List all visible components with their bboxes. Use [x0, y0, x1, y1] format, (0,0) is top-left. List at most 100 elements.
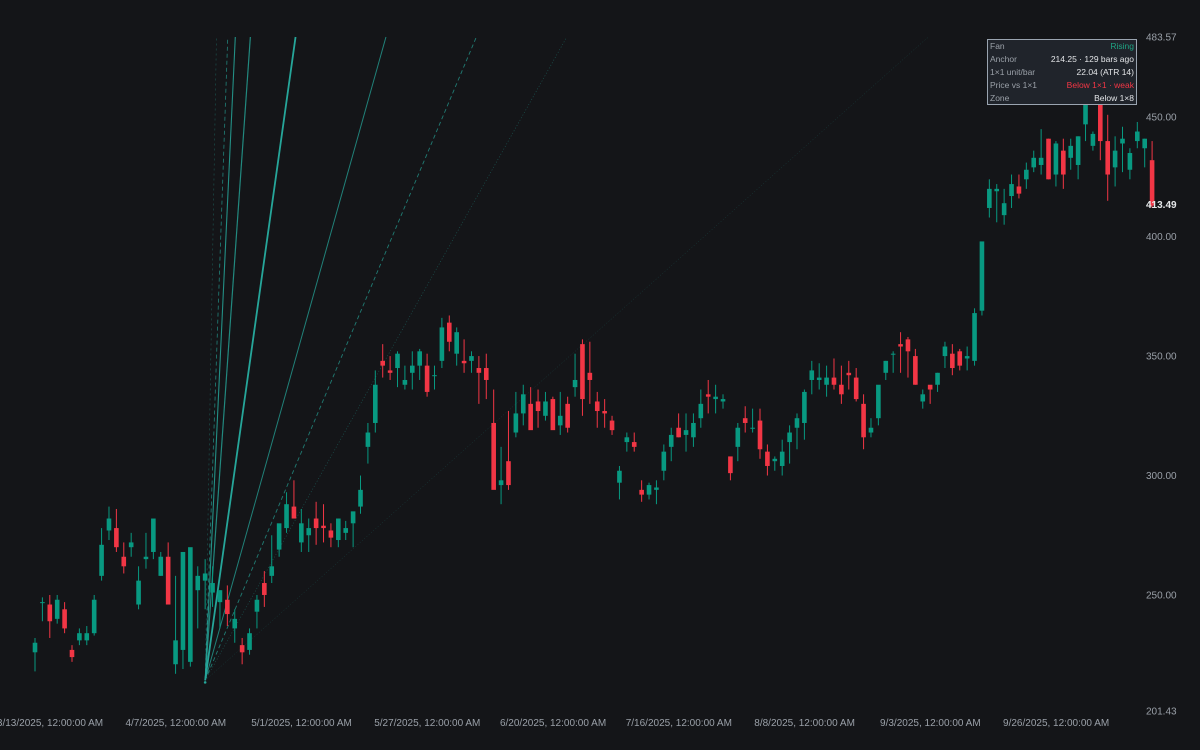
y-tick-label: 300.00 [1146, 471, 1177, 482]
candle-body [994, 188, 1000, 192]
candle [1031, 150, 1037, 173]
candle [913, 348, 918, 385]
candle-body [572, 379, 578, 388]
candle-body [550, 399, 556, 431]
candle-body [535, 401, 541, 412]
candle-body [1001, 203, 1007, 216]
candle [232, 609, 238, 643]
candle-body [920, 394, 926, 402]
candle [40, 597, 45, 622]
candle [905, 336, 911, 378]
candle [631, 432, 637, 452]
candle [143, 532, 149, 569]
fan-line-1x8 [204, 36, 217, 681]
candle [476, 356, 482, 404]
candle [306, 518, 312, 552]
x-tick-label: 4/7/2025, 12:00:00 AM [125, 718, 226, 729]
fan-line-1x1 [204, 36, 297, 681]
candle-body [121, 556, 127, 567]
candle [358, 475, 363, 514]
candle [158, 551, 164, 576]
candle [1046, 138, 1051, 180]
candle-body [336, 518, 341, 541]
candle-body [528, 403, 533, 431]
candle-body [365, 432, 371, 447]
candle-body [676, 427, 681, 438]
candle [402, 365, 408, 390]
candle-body [1068, 145, 1074, 158]
candle [446, 315, 452, 352]
candle [239, 637, 245, 665]
candle [735, 422, 741, 462]
candle [1120, 126, 1125, 173]
candle [557, 391, 563, 435]
fan-line-1x4 [204, 36, 229, 681]
candle [32, 637, 38, 672]
info-key: Fan [990, 41, 1005, 51]
candle-body [1024, 169, 1029, 180]
candle [1061, 138, 1066, 189]
candle [950, 344, 955, 376]
fan-line-8x1 [204, 36, 929, 681]
candle-body [180, 551, 186, 650]
info-row: 1×1 unit/bar 22.04 (ATR 14) [990, 66, 1134, 79]
candle [121, 542, 127, 574]
candle-body [1127, 153, 1133, 170]
candle-body [491, 422, 496, 490]
candle-body [284, 504, 289, 529]
candle-body [380, 360, 386, 366]
candle [350, 511, 356, 548]
candle [942, 341, 948, 369]
y-tick-label: 400.00 [1146, 232, 1177, 243]
candle-body [432, 375, 437, 377]
candle-body [1090, 133, 1096, 146]
candle-body [513, 413, 519, 433]
candle-body [979, 241, 985, 311]
candle-body [188, 547, 193, 662]
candle-body [972, 313, 977, 361]
candle-body [728, 456, 733, 474]
x-tick-label: 5/1/2025, 12:00:00 AM [251, 718, 352, 729]
candle [594, 391, 600, 428]
x-tick-label: 8/8/2025, 12:00:00 AM [754, 718, 855, 729]
info-value: Rising [1110, 41, 1134, 51]
candle [809, 360, 815, 395]
candle-body [1031, 157, 1037, 168]
candle-body [313, 518, 319, 529]
candle [535, 389, 541, 428]
candle [136, 566, 141, 610]
candle-body [84, 633, 90, 641]
candle [698, 389, 704, 428]
candle [668, 427, 674, 462]
candle [1105, 114, 1111, 201]
candlestick-series [32, 69, 1155, 674]
candle [920, 389, 926, 409]
candle [373, 370, 378, 433]
candle [91, 594, 97, 636]
candle [868, 418, 874, 438]
candle-body [306, 528, 312, 536]
candle-body [742, 418, 748, 423]
candle [469, 351, 474, 373]
candle-body [772, 458, 778, 462]
candle-body [824, 377, 829, 385]
candle-body [1061, 150, 1066, 175]
candle-body [439, 327, 445, 361]
candle-body [898, 344, 903, 347]
candle [772, 456, 778, 471]
candle-body [691, 422, 696, 438]
y-axis: 483.57 450.00 400.00 350.00 300.00 250.00 201.… [1146, 33, 1177, 718]
candle-body [905, 339, 911, 352]
candle-body [765, 451, 770, 466]
candle-body [964, 356, 970, 359]
candle-body [328, 530, 334, 538]
candle [1053, 141, 1059, 187]
candle [898, 332, 903, 373]
candle-body [254, 599, 260, 612]
candle [520, 384, 526, 426]
candle-body [631, 442, 637, 447]
x-tick-label: 3/13/2025, 12:00:00 AM [0, 718, 103, 729]
candle-body [617, 470, 622, 483]
candle-body [106, 518, 112, 531]
